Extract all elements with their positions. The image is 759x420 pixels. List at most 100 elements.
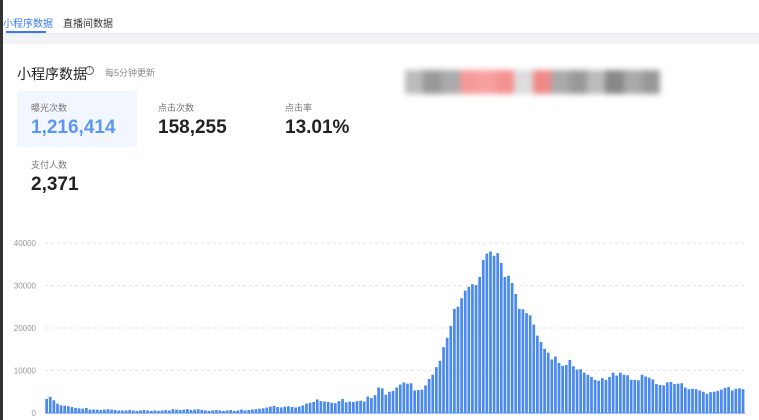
bar[interactable] — [70, 407, 74, 413]
bar[interactable] — [265, 407, 269, 413]
bar[interactable] — [362, 401, 366, 413]
bar[interactable] — [110, 409, 113, 413]
bar[interactable] — [222, 410, 225, 413]
bar[interactable] — [121, 410, 124, 413]
bar[interactable] — [56, 403, 59, 413]
bar[interactable] — [236, 410, 240, 413]
bar[interactable] — [279, 407, 283, 413]
bar[interactable] — [658, 384, 662, 413]
bar[interactable] — [272, 405, 276, 413]
bar[interactable] — [633, 379, 637, 413]
bar[interactable] — [680, 383, 684, 413]
metric-clicks[interactable]: 点击次数 158,255 — [144, 91, 264, 147]
bar[interactable] — [536, 335, 539, 413]
bar[interactable] — [445, 337, 449, 413]
bar[interactable] — [153, 410, 157, 413]
bar[interactable] — [297, 406, 301, 413]
bar[interactable] — [276, 407, 279, 413]
bar[interactable] — [622, 374, 626, 413]
bar[interactable] — [84, 407, 88, 413]
bar[interactable] — [128, 410, 131, 413]
bar[interactable] — [178, 410, 182, 413]
bar[interactable] — [269, 406, 272, 413]
bar[interactable] — [211, 410, 214, 413]
bar[interactable] — [467, 286, 471, 413]
bar[interactable] — [597, 380, 601, 413]
bar[interactable] — [175, 409, 178, 413]
bar[interactable] — [546, 352, 550, 413]
bar[interactable] — [564, 364, 568, 413]
bar[interactable] — [45, 398, 49, 413]
bar[interactable] — [398, 384, 402, 413]
bar[interactable] — [586, 374, 590, 413]
bar[interactable] — [200, 410, 204, 413]
bar[interactable] — [88, 409, 92, 413]
bar[interactable] — [294, 407, 297, 413]
bar[interactable] — [716, 390, 720, 413]
bar[interactable] — [644, 376, 647, 413]
bar[interactable] — [709, 392, 712, 413]
bar[interactable] — [449, 325, 453, 413]
bar[interactable] — [734, 388, 738, 413]
bar[interactable] — [442, 347, 445, 413]
bar[interactable] — [456, 306, 460, 413]
bar[interactable] — [608, 376, 611, 413]
bar[interactable] — [453, 308, 456, 413]
bar[interactable] — [730, 390, 734, 413]
bar[interactable] — [341, 398, 344, 413]
bar[interactable] — [59, 405, 63, 413]
bar[interactable] — [416, 390, 420, 413]
bar[interactable] — [510, 282, 514, 413]
bar[interactable] — [258, 408, 261, 413]
bar[interactable] — [113, 410, 117, 413]
bar[interactable] — [92, 409, 95, 413]
bar[interactable] — [402, 382, 406, 413]
bar[interactable] — [218, 410, 222, 413]
bar[interactable] — [160, 410, 164, 413]
bar[interactable] — [373, 395, 377, 413]
bar[interactable] — [528, 315, 532, 413]
bar[interactable] — [517, 308, 521, 413]
bar[interactable] — [568, 359, 572, 413]
bar[interactable] — [355, 401, 359, 413]
bar[interactable] — [521, 309, 525, 413]
bar[interactable] — [388, 391, 391, 413]
bar[interactable] — [720, 389, 723, 413]
bar[interactable] — [377, 387, 380, 414]
bar[interactable] — [702, 391, 705, 413]
bar[interactable] — [323, 401, 326, 413]
bar[interactable] — [593, 379, 597, 413]
bar[interactable] — [525, 313, 528, 413]
bar[interactable] — [629, 379, 633, 413]
bar[interactable] — [333, 403, 337, 413]
bar[interactable] — [352, 401, 355, 413]
bar[interactable] — [647, 377, 651, 413]
bar[interactable] — [229, 410, 233, 413]
bar[interactable] — [326, 401, 330, 413]
bar[interactable] — [514, 294, 518, 413]
bar[interactable] — [74, 407, 77, 413]
bar[interactable] — [232, 410, 236, 413]
bar[interactable] — [460, 298, 463, 413]
bar[interactable] — [496, 253, 500, 413]
bar[interactable] — [312, 401, 316, 413]
bar[interactable] — [196, 409, 200, 413]
bar[interactable] — [673, 384, 676, 413]
bar[interactable] — [474, 285, 478, 413]
bar[interactable] — [438, 360, 442, 413]
bar[interactable] — [225, 410, 229, 413]
bar[interactable] — [554, 356, 557, 413]
bar[interactable] — [582, 372, 586, 413]
bar[interactable] — [48, 396, 52, 413]
bar[interactable] — [348, 401, 352, 413]
bar[interactable] — [142, 410, 146, 413]
bar[interactable] — [344, 402, 348, 413]
bar[interactable] — [655, 384, 658, 413]
bar[interactable] — [406, 383, 409, 413]
bar[interactable] — [676, 383, 680, 413]
bar[interactable] — [557, 362, 561, 413]
bar[interactable] — [189, 410, 193, 413]
bar[interactable] — [204, 410, 207, 413]
bar[interactable] — [117, 410, 121, 413]
bar[interactable] — [434, 367, 438, 413]
